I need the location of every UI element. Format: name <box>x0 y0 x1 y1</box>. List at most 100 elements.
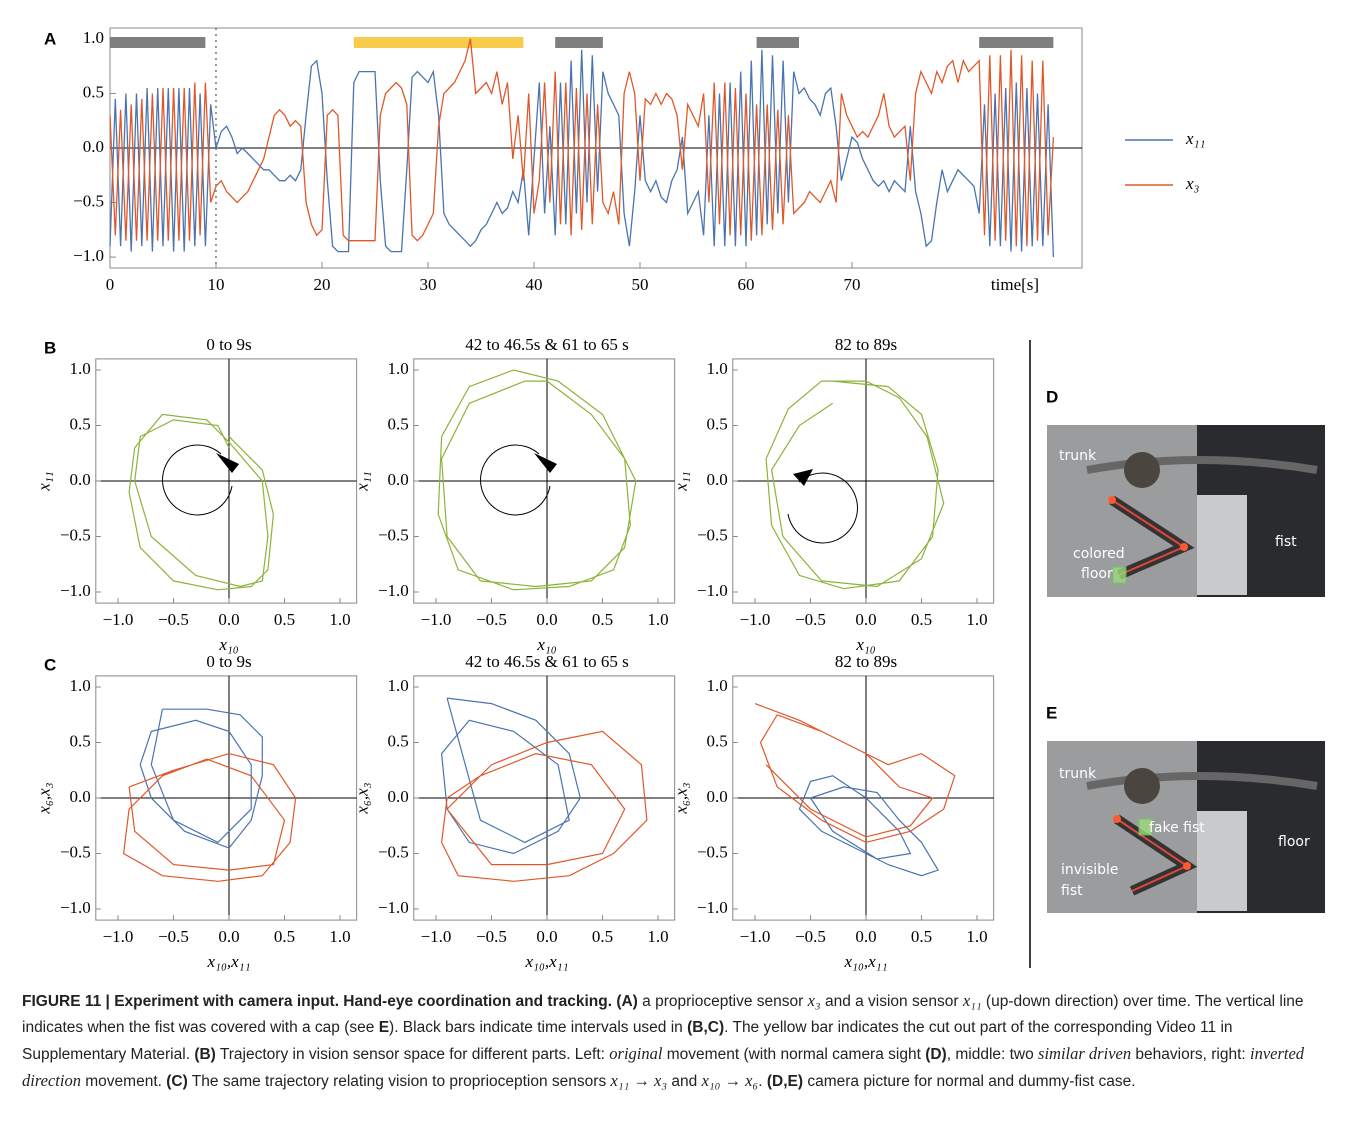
y-tick-label: 0.0 <box>388 470 409 489</box>
x-tick-label: −1.0 <box>740 610 771 629</box>
caption-run: (B,C) <box>687 1019 724 1036</box>
x-tick-label: −1.0 <box>740 927 771 946</box>
caption-run: x₁₁ → x₃ <box>611 1071 668 1090</box>
joint <box>1108 496 1116 504</box>
y-tick-label: 0.5 <box>707 731 728 750</box>
x-axis-label: x₁₀,x₁₁ <box>207 952 251 971</box>
x-tick-label: −1.0 <box>421 610 452 629</box>
caption-run: camera picture for normal and dummy-fist… <box>803 1073 1136 1090</box>
x-tick-label: 0.5 <box>274 927 295 946</box>
photo-label: floor <box>1278 834 1310 850</box>
x-tick-label: 1.0 <box>966 927 987 946</box>
x-axis-label: x₁₀,x₁₁ <box>525 952 569 971</box>
x-tick-label: 1.0 <box>647 927 668 946</box>
photo-label: fist <box>1061 883 1083 899</box>
y-tick-label: −0.5 <box>60 525 91 544</box>
caption-run: (C) <box>166 1073 188 1090</box>
x-tick-label: 1.0 <box>647 610 668 629</box>
caption-run: (B) <box>194 1046 216 1063</box>
caption-run: The same trajectory relating vision to p… <box>188 1073 611 1090</box>
direction-arc <box>163 445 232 515</box>
photo-label: fake fist <box>1149 820 1205 836</box>
panel-title: 0 to 9s <box>206 652 251 671</box>
caption-run: (D,E) <box>767 1073 803 1090</box>
x-tick-label: −1.0 <box>103 610 134 629</box>
y-tick-label: −1.0 <box>73 246 104 265</box>
caption-run: and <box>667 1073 701 1090</box>
x-tick-label: 0.5 <box>592 610 613 629</box>
x-tick-label: 0.0 <box>218 610 239 629</box>
x-tick-label: −0.5 <box>476 610 507 629</box>
x-axis-label: time[s] <box>991 275 1039 294</box>
x-tick-label: 0 <box>106 275 115 294</box>
y-tick-label: 1.0 <box>70 676 91 695</box>
caption-run: original <box>609 1044 662 1063</box>
photo-label: invisible <box>1061 862 1119 878</box>
x-tick-label: 0.0 <box>855 610 876 629</box>
interval-bar <box>555 37 603 48</box>
x-tick-label: 0.5 <box>911 927 932 946</box>
x-tick-label: 40 <box>525 275 542 294</box>
x-tick-label: 0.5 <box>592 927 613 946</box>
trajectory <box>124 754 296 882</box>
direction-arrow <box>534 453 557 473</box>
caption-run: similar driven <box>1038 1044 1131 1063</box>
panel-label: C <box>44 655 56 674</box>
joint <box>1183 862 1191 870</box>
x-tick-label: 30 <box>419 275 436 294</box>
y-tick-label: −1.0 <box>60 581 91 600</box>
caption-run: a proprioceptive sensor <box>638 993 808 1010</box>
legend-label: x₁₁ <box>1185 129 1205 148</box>
x-tick-label: 0.0 <box>855 927 876 946</box>
photo-label: trunk <box>1059 448 1097 464</box>
x-tick-label: 0.0 <box>536 610 557 629</box>
x-tick-label: −0.5 <box>158 927 189 946</box>
caption-run: behaviors, right: <box>1131 1046 1250 1063</box>
x-tick-label: 1.0 <box>966 610 987 629</box>
x-tick-label: 20 <box>313 275 330 294</box>
y-tick-label: 0.5 <box>388 731 409 750</box>
x-tick-label: 0.0 <box>218 927 239 946</box>
panel-title: 42 to 46.5s & 61 to 65 s <box>465 335 628 354</box>
y-tick-label: 0.5 <box>83 82 104 101</box>
x-tick-label: 1.0 <box>329 610 350 629</box>
y-tick-label: 1.0 <box>83 28 104 47</box>
y-tick-label: 0.0 <box>70 470 91 489</box>
x-tick-label: 1.0 <box>329 927 350 946</box>
y-tick-label: −0.5 <box>378 842 409 861</box>
y-tick-label: 0.5 <box>70 731 91 750</box>
panel-title: 42 to 46.5s & 61 to 65 s <box>465 652 628 671</box>
caption-run: E <box>379 1019 389 1036</box>
x-tick-label: 0.5 <box>274 610 295 629</box>
y-axis-label: x₆,x₃ <box>35 782 54 814</box>
joint <box>1180 543 1188 551</box>
y-axis-label: x₆,x₃ <box>672 782 691 814</box>
y-tick-label: 0.5 <box>707 414 728 433</box>
y-axis-label: x₆,x₃ <box>353 782 372 814</box>
interval-bar <box>110 37 205 48</box>
interval-bar <box>354 37 524 48</box>
y-tick-label: 0.5 <box>70 414 91 433</box>
caption-run: , middle: two <box>947 1046 1038 1063</box>
y-tick-label: −1.0 <box>378 898 409 917</box>
legend-label: x₃ <box>1185 174 1200 193</box>
y-tick-label: −1.0 <box>697 581 728 600</box>
panel-title: 82 to 89s <box>835 652 897 671</box>
x-axis-label: x₁₀,x₁₁ <box>844 952 888 971</box>
y-tick-label: 0.0 <box>388 787 409 806</box>
y-tick-label: 1.0 <box>70 359 91 378</box>
trajectory <box>438 370 636 590</box>
direction-arrow <box>793 469 813 486</box>
x-tick-label: 60 <box>737 275 754 294</box>
photo-label: floor <box>1081 566 1113 582</box>
robot-head <box>1124 768 1160 804</box>
caption-run: ). Black bars indicate time intervals us… <box>389 1019 687 1036</box>
y-tick-label: 1.0 <box>707 359 728 378</box>
caption-run: Trajectory in vision sensor space for di… <box>216 1046 609 1063</box>
y-tick-label: 0.0 <box>83 137 104 156</box>
trajectory <box>140 709 262 848</box>
direction-arrow <box>216 453 239 473</box>
y-axis-label: x₁₁ <box>35 471 54 491</box>
trajectory <box>442 698 581 853</box>
